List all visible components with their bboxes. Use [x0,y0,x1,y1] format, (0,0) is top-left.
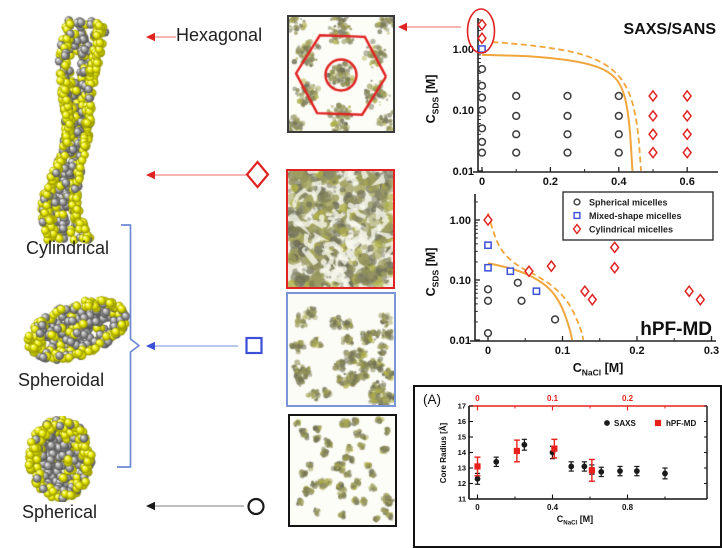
svg-text:0.4: 0.4 [611,176,627,188]
svg-text:Spherical micelles: Spherical micelles [589,197,668,207]
svg-text:0.8: 0.8 [622,503,634,512]
svg-text:14: 14 [458,448,467,457]
svg-text:0.1: 0.1 [547,394,559,403]
svg-text:Mixed-shape micelles: Mixed-shape micelles [589,211,682,221]
svg-text:15: 15 [458,433,466,442]
svg-text:0.01: 0.01 [450,335,471,347]
spheroidal-micelle-image [20,290,135,370]
cylindrical-connector [146,160,270,189]
cylindrical-snapshot [286,169,395,289]
y-axis-label: CSDS [M] [424,248,440,297]
axes: 11 12 13 14 15 16 17 0 0.4 0.8 0 0.1 0.2 [458,394,708,512]
core-radius-plot: 11 12 13 14 15 16 17 0 0.4 0.8 0 0.1 0.2 (A) Core Radi… [423,392,708,526]
series-diamond [477,18,693,159]
x-axis-label: CNaCl [M] [573,361,624,377]
hexagonal-snapshot [287,15,395,133]
spherical-micelle-image [24,416,98,502]
square-symbol [245,336,263,355]
series-circle [477,64,623,157]
svg-text:0.4: 0.4 [547,503,559,512]
mixed-shape-snapshot [286,292,396,407]
svg-text:0.10: 0.10 [453,105,474,117]
plot-annotation: hPF-MD [640,319,712,340]
panel-label: (A) [423,392,441,407]
svg-text:0.2: 0.2 [629,345,644,357]
svg-text:0.10: 0.10 [450,275,471,287]
svg-text:16: 16 [458,417,466,426]
mixed-connector [117,224,263,468]
hexagonal-connector [146,32,176,42]
svg-text:13: 13 [458,464,466,473]
plot-title: SAXS/SANS [624,21,717,38]
hpf-md-phase-diagram: 1.00 0.10 0.01 0 0.1 0.2 0.3 hPF-MD CSDS [M] CNaC… [424,191,719,377]
highlight-ellipse [466,8,496,54]
legend: Spherical micelles Mixed-shape micelles Cy… [562,191,714,241]
spherical-connector [146,497,265,516]
cylindrical-label: Cylindrical [26,238,110,258]
series-diamond [483,213,706,306]
series-square [484,241,541,296]
svg-text:0: 0 [485,345,491,357]
hexagonal-label: Hexagonal [176,25,263,45]
legend: SAXS hPF-MD [604,419,696,428]
svg-text:0.2: 0.2 [543,176,558,188]
cylindrical-micelle-image [28,10,120,250]
phase-boundary-curves [481,41,642,172]
svg-text:1.00: 1.00 [453,44,474,56]
spherical-snapshot [288,414,397,527]
series-square [478,45,486,53]
circle-symbol [247,497,265,516]
axes: 1.00 0.10 0.01 0 0.2 0.4 0.6 [453,18,718,188]
series-SAXS [474,438,668,485]
svg-text:hPF-MD: hPF-MD [666,419,696,428]
core-radius-inset-panel: 11 12 13 14 15 16 17 0 0.4 0.8 0 0.1 0.2 (A) Core Radi… [413,385,722,548]
svg-text:0.3: 0.3 [704,345,719,357]
svg-text:SAXS: SAXS [614,419,636,428]
svg-text:Cylindrical micelles: Cylindrical micelles [589,224,673,234]
axes: 1.00 0.10 0.01 0 0.1 0.2 0.3 [450,194,719,357]
saxs-sans-phase-diagram: 1.00 0.10 0.01 0 0.2 0.4 0.6 SAXS/SANS CSDS [M] [424,8,718,188]
svg-text:0: 0 [475,394,480,403]
svg-text:0: 0 [475,503,480,512]
y-axis-label: Core Radius [Å] [439,422,448,483]
diamond-symbol [245,160,270,189]
svg-text:0.01: 0.01 [453,166,474,178]
x-axis-label: CNaCl [M] [557,514,593,526]
svg-text:1.00: 1.00 [450,215,471,227]
svg-text:0.6: 0.6 [680,176,695,188]
spherical-label: Spherical [22,502,98,522]
svg-text:11: 11 [458,495,466,504]
svg-text:12: 12 [458,479,466,488]
y-axis-label: CSDS [M] [424,75,440,124]
svg-text:0: 0 [479,176,485,188]
spheroidal-label: Spheroidal [18,370,105,390]
svg-text:0.2: 0.2 [622,394,634,403]
series-hPF-MD [474,438,595,482]
series-circle [483,278,560,338]
svg-text:17: 17 [458,402,466,411]
phase-boundary-curves [487,212,585,341]
svg-text:0.1: 0.1 [555,345,570,357]
